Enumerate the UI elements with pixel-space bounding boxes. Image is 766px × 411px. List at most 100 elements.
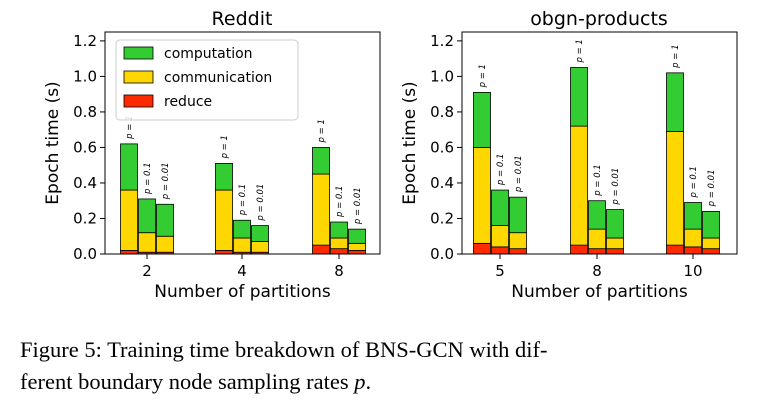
- caption-variable-p: p: [354, 369, 366, 394]
- y-tick-label: 0.4: [430, 174, 454, 192]
- bar-segment-communication: [684, 228, 702, 248]
- bar-rate-label: p = 0.1: [335, 186, 345, 218]
- legend-swatch-reduce: [123, 94, 154, 108]
- figure-canvas: Reddit Epoch time (s) 0.0 0.2 0.4 0.6 0.8 1.0 1.…: [43, 8, 738, 302]
- y-tick-label: 1.2: [430, 32, 454, 50]
- bar-segment-reduce: [215, 250, 233, 255]
- bar-segment-reduce: [666, 244, 684, 255]
- bar-segment-communication: [473, 147, 491, 244]
- bar-segment-communication: [233, 237, 251, 253]
- figure-caption: Figure 5: Training time breakdown of BNS…: [20, 334, 750, 398]
- y-tick-label: 1.0: [73, 67, 97, 85]
- x-axis-label: Number of partitions: [154, 282, 331, 302]
- y-axis-label: Epoch time (s): [400, 81, 420, 204]
- bar-segment-computation: [156, 203, 174, 237]
- bar-rate-label: p = 1: [575, 39, 585, 63]
- bar-rate-label: p = 1: [478, 64, 488, 88]
- y-tick-label: 1.0: [430, 67, 454, 85]
- bar-segment-communication: [702, 237, 720, 250]
- bar-segment-communication: [251, 241, 269, 253]
- bar-segment-reduce: [588, 248, 606, 255]
- x-tick-label: 10: [683, 262, 702, 280]
- y-tick-label: 0.2: [73, 209, 97, 227]
- bar-rate-label: p = 1: [125, 116, 135, 140]
- bar-segment-communication: [588, 228, 606, 250]
- bar-segment-reduce: [491, 246, 509, 255]
- bar-segment-reduce: [120, 250, 138, 255]
- bar-segment-reduce: [509, 248, 527, 255]
- bar-segment-reduce: [330, 248, 348, 255]
- x-tick-label: 2: [142, 262, 152, 280]
- bar-segment-communication: [312, 173, 330, 246]
- bar-segment-computation: [330, 221, 348, 239]
- plot-frame: [461, 31, 738, 255]
- bar-rate-label: p = 0.01: [707, 170, 717, 208]
- bar-segment-computation: [509, 196, 527, 234]
- bar-rate-label: p = 0.1: [143, 162, 153, 194]
- bar-segment-computation: [348, 228, 366, 244]
- bar-segment-computation: [666, 72, 684, 132]
- bar-segment-computation: [588, 200, 606, 230]
- bar-segment-computation: [215, 163, 233, 191]
- bar-segment-computation: [606, 209, 624, 239]
- bar-segment-reduce: [606, 248, 624, 255]
- y-tick-label: 0.4: [73, 174, 97, 192]
- legend-box: [115, 39, 299, 121]
- bar-segment-computation: [251, 225, 269, 242]
- bar-rate-label: p = 0.1: [238, 184, 248, 216]
- bar-segment-communication: [348, 242, 366, 251]
- chart-title: obgn-products: [530, 8, 668, 30]
- bar-segment-reduce: [684, 246, 702, 255]
- x-tick-label: 5: [495, 262, 505, 280]
- caption-line-2-text: ferent boundary node sampling rates: [20, 369, 355, 394]
- y-tick-label: 0.2: [430, 209, 454, 227]
- bar-segment-reduce: [702, 248, 720, 255]
- bar-segment-communication: [138, 232, 156, 253]
- bar-segment-reduce: [312, 244, 330, 255]
- caption-line-2: ferent boundary node sampling rates p.: [20, 366, 750, 398]
- legend-swatch-communication: [123, 70, 154, 84]
- bar-segment-computation: [491, 189, 509, 226]
- bar-segment-computation: [684, 202, 702, 230]
- caption-line-1: Figure 5: Training time breakdown of BNS…: [20, 337, 548, 362]
- bar-rate-label: p = 0.1: [593, 164, 603, 196]
- bar-rate-label: p = 0.01: [161, 162, 171, 200]
- bar-segment-communication: [570, 125, 588, 246]
- products-chart: obgn-products Epoch time (s) 0.0 0.2 0.4 0.6 0…: [400, 8, 738, 302]
- bar-segment-communication: [491, 225, 509, 248]
- bar-segment-communication: [330, 237, 348, 250]
- bar-rate-label: p = 0.01: [611, 168, 621, 206]
- legend-label-reduce: reduce: [164, 94, 212, 110]
- y-axis-label: Epoch time (s): [43, 81, 63, 204]
- bar-segment-communication: [215, 189, 233, 251]
- bar-rate-label: p = 0.01: [256, 184, 266, 222]
- reddit-chart: Reddit Epoch time (s) 0.0 0.2 0.4 0.6 0.8 1.0 1.…: [43, 8, 381, 302]
- y-tick-label: 0.6: [73, 138, 97, 156]
- y-tick-label: 1.2: [73, 32, 97, 50]
- x-tick-label: 8: [334, 262, 344, 280]
- bar-segment-communication: [509, 232, 527, 250]
- x-tick-label: 8: [592, 262, 602, 280]
- bar-segment-computation: [473, 91, 491, 148]
- bar-segment-computation: [312, 147, 330, 175]
- legend-label-communication: communication: [164, 70, 272, 86]
- y-tick-label: 0.8: [73, 103, 97, 121]
- bar-segment-communication: [606, 237, 624, 250]
- x-tick-label: 4: [237, 262, 247, 280]
- y-tick-label: 0.0: [73, 245, 97, 263]
- bar-rate-label: p = 0.01: [514, 155, 524, 193]
- x-axis-label: Number of partitions: [511, 282, 688, 302]
- y-tick-label: 0.8: [430, 103, 454, 121]
- legend-swatch-computation: [123, 46, 154, 60]
- bar-rate-label: p = 1: [671, 45, 681, 69]
- bar-segment-communication: [666, 131, 684, 246]
- bar-segment-communication: [120, 189, 138, 251]
- y-tick-label: 0.6: [430, 138, 454, 156]
- chart-title: Reddit: [212, 8, 273, 30]
- caption-line-2-end: .: [365, 369, 372, 394]
- bar-rate-label: p = 0.1: [689, 166, 699, 198]
- bar-rate-label: p = 0.1: [496, 154, 506, 186]
- bar-segment-computation: [570, 67, 588, 127]
- bar-segment-reduce: [570, 244, 588, 255]
- bar-segment-reduce: [348, 250, 366, 255]
